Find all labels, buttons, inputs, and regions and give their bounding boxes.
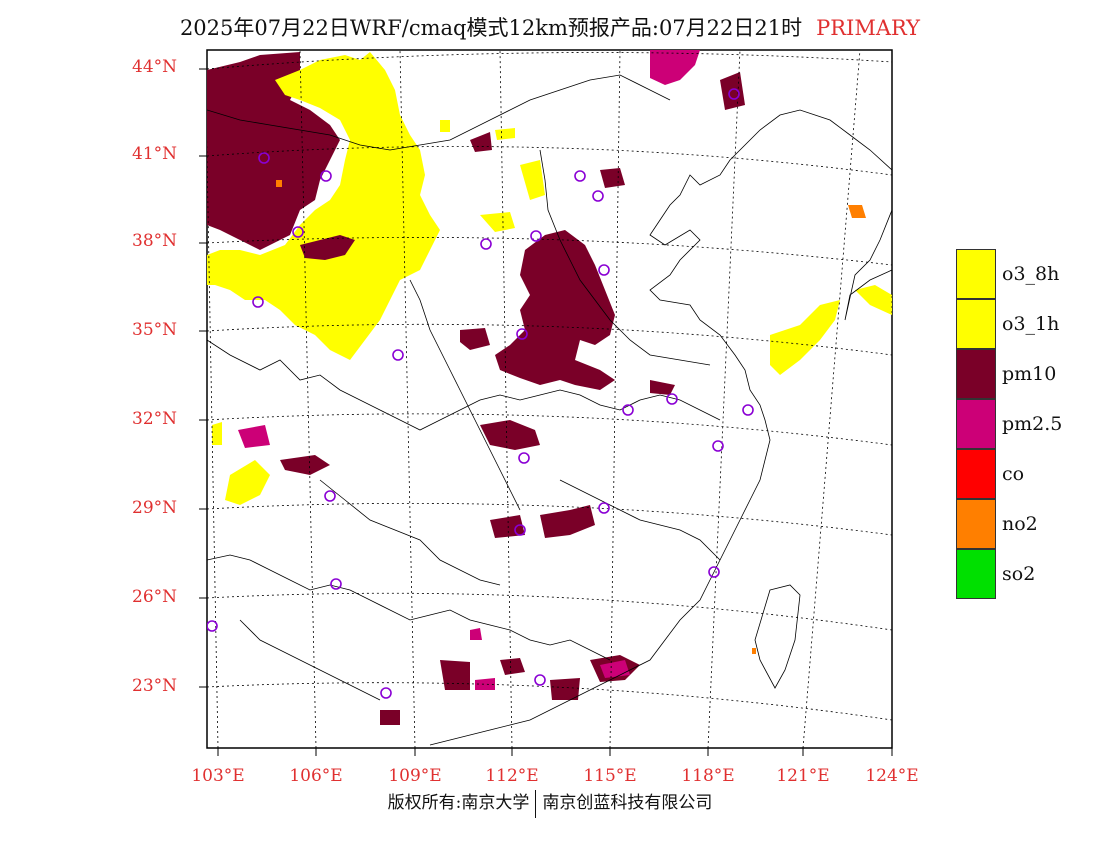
legend-item-so2: so2 xyxy=(956,549,1035,599)
legend-item-o3-8h: o3_8h xyxy=(956,249,1059,299)
station-marker xyxy=(598,264,610,276)
legend-label: pm10 xyxy=(1002,363,1057,385)
station-marker xyxy=(742,404,754,416)
station-markers xyxy=(207,88,754,699)
station-marker xyxy=(712,440,724,452)
station-marker xyxy=(518,452,530,464)
lon-label: 115°E xyxy=(583,766,637,786)
lat-label: 23°N xyxy=(132,676,178,696)
station-marker xyxy=(480,238,492,250)
lat-label: 38°N xyxy=(132,231,178,251)
lon-label: 121°E xyxy=(776,766,830,786)
lat-label: 26°N xyxy=(132,587,178,607)
legend-swatch xyxy=(956,349,996,399)
legend-swatch xyxy=(956,399,996,449)
legend-label: o3_8h xyxy=(1002,263,1060,285)
station-marker xyxy=(622,404,634,416)
legend-label: co xyxy=(1002,463,1025,485)
legend-label: pm2.5 xyxy=(1002,413,1063,435)
legend-label: no2 xyxy=(1002,513,1038,535)
title-text: 2025年07月22日WRF/cmaq模式12km预报产品:07月22日21时 xyxy=(179,16,803,40)
station-marker xyxy=(392,349,404,361)
lat-label: 35°N xyxy=(132,320,178,340)
station-marker xyxy=(592,190,604,202)
lon-label: 103°E xyxy=(191,766,245,786)
footer-divider xyxy=(535,789,537,818)
station-marker xyxy=(330,578,342,590)
graticule xyxy=(207,50,892,748)
legend-item-o3-1h: o3_1h xyxy=(956,299,1059,349)
pm25-region-north xyxy=(650,50,700,85)
map-content xyxy=(207,50,892,748)
legend-swatch xyxy=(956,299,996,349)
station-marker xyxy=(574,170,586,182)
legend-item-co: co xyxy=(956,449,1024,499)
lon-label: 112°E xyxy=(485,766,539,786)
map-title: 2025年07月22日WRF/cmaq模式12km预报产品:07月22日21时 P… xyxy=(0,12,1100,42)
legend-item-pm10: pm10 xyxy=(956,349,1056,399)
legend-label: so2 xyxy=(1002,563,1036,585)
station-marker xyxy=(207,620,218,632)
legend-item-no2: no2 xyxy=(956,499,1038,549)
lon-label: 118°E xyxy=(681,766,735,786)
station-marker xyxy=(708,566,720,578)
lon-label: 109°E xyxy=(388,766,442,786)
station-marker xyxy=(516,328,528,340)
station-marker xyxy=(598,502,610,514)
legend-swatch xyxy=(956,549,996,599)
lat-label: 41°N xyxy=(132,144,178,164)
pm10-region-central xyxy=(495,230,615,390)
legend-item-pm25: pm2.5 xyxy=(956,399,1062,449)
axis-ticks xyxy=(199,68,893,756)
lat-label: 29°N xyxy=(132,498,178,518)
lon-label: 106°E xyxy=(289,766,343,786)
o3-region-east-sea xyxy=(770,300,840,375)
station-marker xyxy=(380,687,392,699)
legend: o3_8h o3_1h pm10 pm2.5 co no2 so2 xyxy=(956,249,1062,599)
station-marker xyxy=(666,393,678,405)
copyright-owner: 版权所有:南京大学 xyxy=(387,793,530,813)
no2-spot-east xyxy=(848,205,866,218)
o3-region-northwest xyxy=(207,52,440,360)
station-marker xyxy=(258,152,270,164)
station-marker xyxy=(324,490,336,502)
lon-label: 124°E xyxy=(865,766,919,786)
station-marker xyxy=(514,524,526,536)
station-marker xyxy=(320,170,332,182)
station-marker xyxy=(728,88,740,100)
legend-swatch xyxy=(956,499,996,549)
boundaries xyxy=(207,74,892,746)
lat-label: 44°N xyxy=(132,57,178,77)
legend-swatch xyxy=(956,449,996,499)
station-marker xyxy=(534,674,546,686)
copyright-footer: 版权所有:南京大学 南京创蓝科技有限公司 xyxy=(0,788,1100,818)
station-marker xyxy=(530,230,542,242)
station-marker xyxy=(252,296,264,308)
copyright-company: 南京创蓝科技有限公司 xyxy=(542,793,713,813)
lat-label: 32°N xyxy=(132,409,178,429)
pm10-region-northwest xyxy=(207,52,340,250)
legend-swatch xyxy=(956,249,996,299)
legend-label: o3_1h xyxy=(1002,313,1060,335)
station-marker xyxy=(292,226,304,238)
title-primary-tag: PRIMARY xyxy=(816,16,921,40)
